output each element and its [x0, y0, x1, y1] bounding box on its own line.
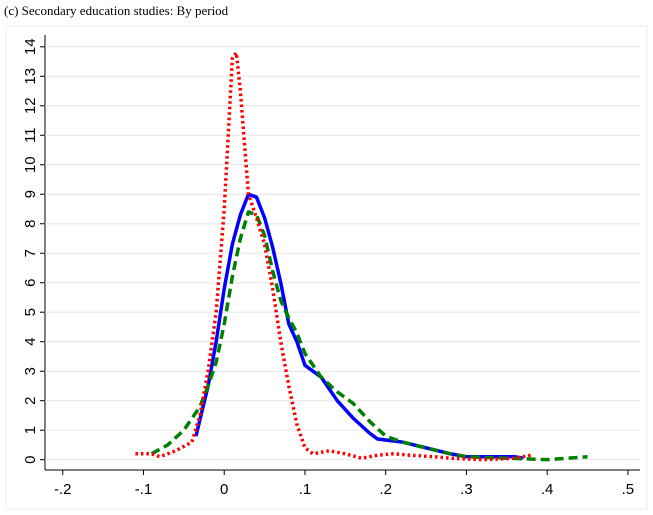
y-tick-label: 8: [22, 220, 39, 228]
y-tick-label: 7: [22, 249, 39, 257]
y-tick-label: 14: [22, 38, 39, 55]
density-line: [135, 50, 532, 462]
y-tick-label: 4: [22, 338, 39, 346]
x-tick-label: -.2: [54, 481, 72, 498]
x-tick-label: .2: [379, 481, 392, 498]
y-tick-label: 10: [22, 156, 39, 173]
y-tick-label: 6: [22, 279, 39, 287]
density-line: [150, 210, 588, 462]
x-tick-label: 0: [220, 481, 228, 498]
y-tick-label: 3: [22, 367, 39, 375]
x-tick-label: .5: [622, 481, 635, 498]
x-tick-label: .4: [541, 481, 554, 498]
y-tick-label: 12: [22, 97, 39, 114]
x-tick-label: -.1: [135, 481, 153, 498]
y-tick-label: 9: [22, 190, 39, 198]
y-tick-label: 11: [22, 127, 39, 143]
plot-frame: [5, 25, 648, 510]
x-tick-label: .3: [460, 481, 473, 498]
y-tick-label: 5: [22, 308, 39, 316]
y-tick-label: 0: [22, 456, 39, 464]
y-tick-label: 1: [22, 426, 39, 434]
y-tick-label: 13: [22, 68, 39, 85]
x-tick-label: .1: [299, 481, 312, 498]
y-tick-label: 2: [22, 397, 39, 405]
chart-title: (c) Secondary education studies: By peri…: [4, 3, 229, 18]
